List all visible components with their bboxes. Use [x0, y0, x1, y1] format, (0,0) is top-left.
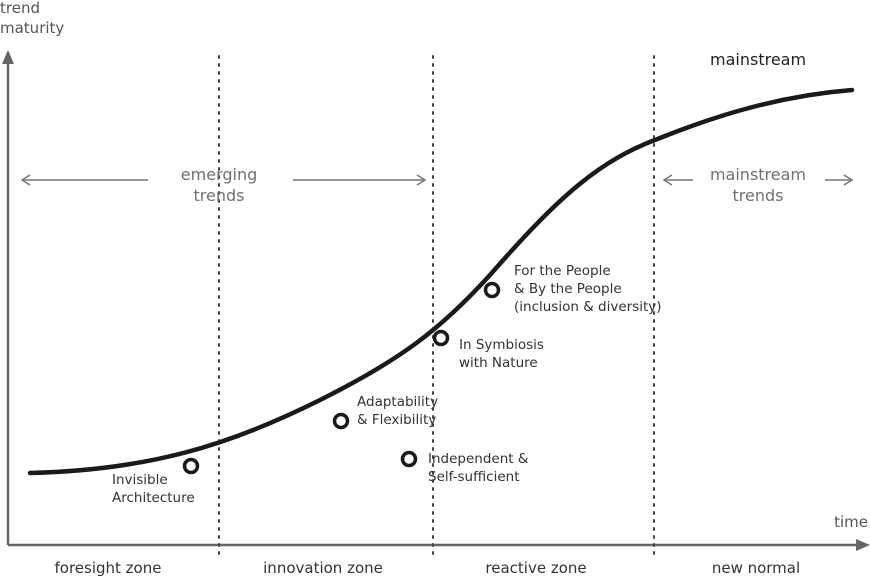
trend-marker-icon	[332, 412, 350, 430]
trend-label-line1: For the People	[514, 263, 611, 279]
trend-independent-self-sufficient: Independent & Self-sufficient	[400, 450, 529, 485]
x-axis-title: time	[834, 513, 868, 531]
curve-label: mainstream	[710, 50, 806, 69]
trend-label-line2: with Nature	[459, 355, 538, 371]
y-axis-title-line1: trend	[0, 0, 40, 17]
trend-label-line3: (inclusion & diversity)	[514, 299, 662, 315]
trend-marker-icon	[182, 457, 200, 475]
trend-marker-icon	[400, 450, 418, 468]
trend-label-line1: Invisible	[112, 472, 168, 488]
x-axis-arrow-icon	[856, 539, 870, 551]
emerging-trends-label-line1: emerging	[181, 165, 257, 184]
adoption-curve	[27, 87, 855, 476]
trend-label-line2: & By the People	[514, 281, 622, 297]
trend-marker-icon	[432, 329, 450, 347]
trend-marker-icon	[483, 281, 501, 299]
trend-label-line2: Self-sufficient	[428, 469, 519, 485]
zone-label-reactive: reactive zone	[485, 559, 586, 577]
trend-for-the-people: For the People & By the People (inclusio…	[483, 263, 662, 315]
emerging-trends-label-line2: trends	[194, 186, 245, 205]
trend-in-symbiosis-with-nature: In Symbiosis with Nature	[432, 329, 544, 371]
trend-label-line1: In Symbiosis	[459, 337, 544, 353]
trend-label-line1: Independent &	[428, 451, 529, 467]
zone-label-innovation: innovation zone	[263, 559, 383, 577]
emerging-trends-arrow	[20, 174, 427, 186]
mainstream-trends-label-line2: trends	[733, 186, 784, 205]
trend-invisible-architecture: Invisible Architecture	[112, 457, 200, 506]
zone-label-new-normal: new normal	[712, 559, 800, 577]
trend-adaptability-flexibility: Adaptability & Flexibility	[332, 394, 438, 430]
y-axis-arrow-icon	[2, 50, 14, 64]
y-axis-title-line2: maturity	[0, 19, 64, 37]
zone-label-foresight: foresight zone	[55, 559, 162, 577]
mainstream-trends-label-line1: mainstream	[710, 165, 806, 184]
trend-label-line2: & Flexibility	[357, 412, 436, 428]
trend-label-line1: Adaptability	[357, 394, 438, 410]
trend-label-line2: Architecture	[112, 490, 195, 506]
mainstream-trends-arrow	[662, 174, 854, 186]
